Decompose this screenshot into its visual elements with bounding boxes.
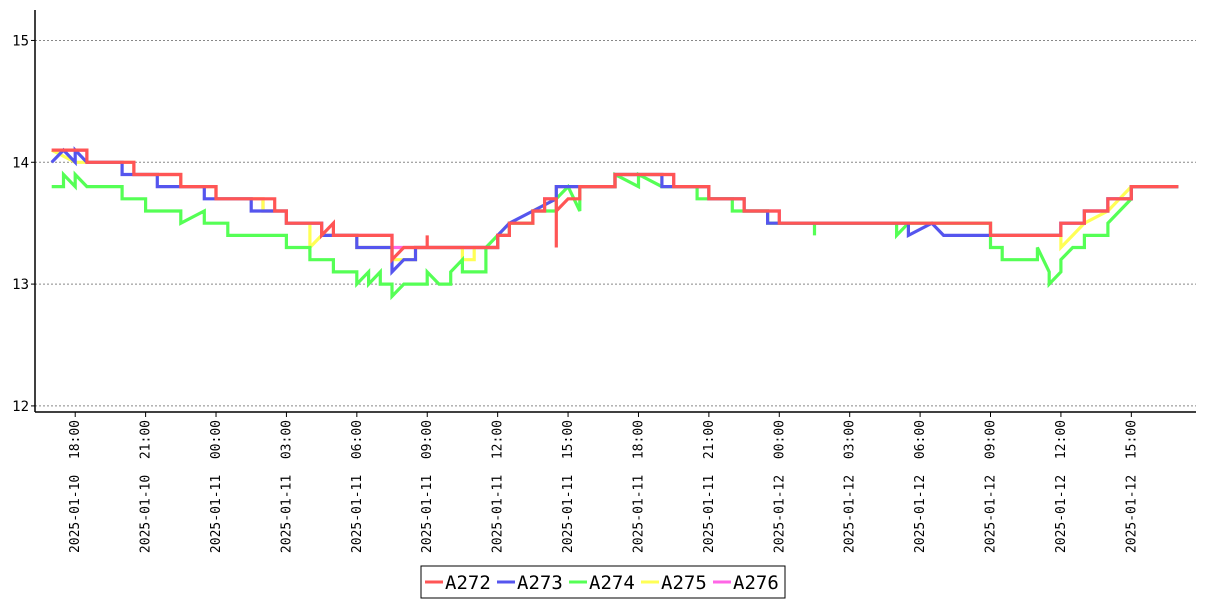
- x-tick-label: 2025-01-12 06:00: [913, 420, 928, 553]
- x-tick-label: 2025-01-11 03:00: [279, 420, 294, 553]
- x-tick-label: 2025-01-11 15:00: [561, 420, 576, 553]
- x-tick-label: 2025-01-10 18:00: [68, 420, 83, 553]
- series-line-a275: [50, 148, 1179, 262]
- legend: A272 A273 A274 A275 A276: [420, 565, 786, 599]
- legend-label-a272: A272: [445, 572, 491, 594]
- x-tick-label: 2025-01-12 00:00: [772, 420, 787, 553]
- grid-lines: [35, 39, 1196, 407]
- x-tick-label: 2025-01-11 00:00: [209, 420, 224, 553]
- x-tick-label: 2025-01-11 12:00: [491, 420, 506, 553]
- x-ticks: 2025-01-10 18:00 2025-01-10 21:00 2025-01-…: [68, 412, 1139, 553]
- series-lines: [50, 146, 1179, 301]
- series-line-a273: [50, 146, 1179, 276]
- legend-label-a276: A276: [733, 572, 779, 594]
- x-tick-label: 2025-01-11 06:00: [350, 420, 365, 553]
- y-tick-label: 14: [12, 155, 29, 171]
- y-tick-label: 15: [12, 33, 29, 49]
- series-line-a272: [51, 148, 1179, 264]
- x-tick-label: 2025-01-12 15:00: [1124, 420, 1139, 553]
- legend-label-a273: A273: [517, 572, 563, 594]
- y-tick-label: 13: [12, 277, 29, 293]
- x-tick-label: 2025-01-12 09:00: [984, 420, 999, 553]
- legend-label-a274: A274: [589, 572, 635, 594]
- legend-label-a275: A275: [661, 572, 707, 594]
- x-tick-label: 2025-01-11 21:00: [702, 420, 717, 553]
- x-tick-label: 2025-01-11 18:00: [631, 420, 646, 553]
- x-tick-label: 2025-01-10 21:00: [139, 420, 154, 553]
- y-ticks: 12 13 14 15: [12, 33, 35, 415]
- x-tick-label: 2025-01-12 12:00: [1054, 420, 1069, 553]
- y-tick-label: 12: [12, 399, 29, 415]
- x-tick-label: 2025-01-11 09:00: [420, 420, 435, 553]
- x-tick-label: 2025-01-12 03:00: [843, 420, 858, 553]
- axes: [34, 10, 1196, 413]
